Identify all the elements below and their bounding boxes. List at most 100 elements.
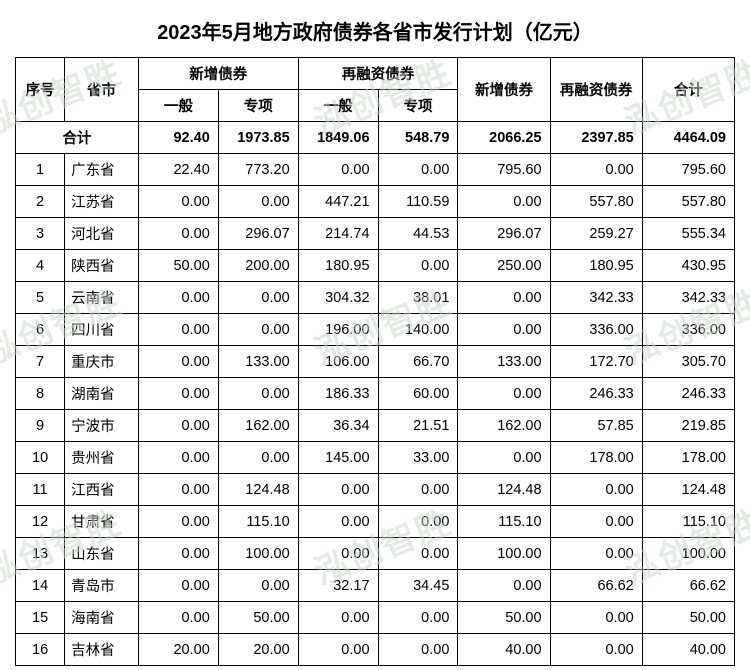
cell-prov: 山东省 <box>65 538 139 570</box>
cell-new-special: 124.48 <box>218 474 298 506</box>
cell-idx: 10 <box>16 442 65 474</box>
cell-new-special: 0.00 <box>218 378 298 410</box>
cell-refi-total: 246.33 <box>550 378 642 410</box>
cell-prov: 江苏省 <box>65 186 139 218</box>
cell-refi-general: 0.00 <box>298 602 378 634</box>
col-new-total: 新增债券 <box>458 58 550 122</box>
cell-new-total: 0.00 <box>458 442 550 474</box>
cell-idx: 3 <box>16 218 65 250</box>
table-row: 3河北省0.00296.07214.7444.53296.07259.27555… <box>16 218 735 250</box>
cell-new-general: 0.00 <box>138 538 218 570</box>
cell-new-total: 115.10 <box>458 506 550 538</box>
cell-prov: 广东省 <box>65 154 139 186</box>
table-row: 14青岛市0.000.0032.1734.450.0066.6266.62 <box>16 570 735 602</box>
cell-prov: 青岛市 <box>65 570 139 602</box>
cell-refi-special: 0.00 <box>378 250 458 282</box>
cell-refi-total: 0.00 <box>550 602 642 634</box>
cell-new-total: 0.00 <box>458 314 550 346</box>
cell-refi-general: 0.00 <box>298 506 378 538</box>
cell-new-total: 124.48 <box>458 474 550 506</box>
cell-refi-special: 38.01 <box>378 282 458 314</box>
cell-new-total: 40.00 <box>458 634 550 666</box>
cell-prov: 海南省 <box>65 602 139 634</box>
cell-refi-total: 57.85 <box>550 410 642 442</box>
cell-grand: 430.95 <box>642 250 734 282</box>
col-new-general: 一般 <box>138 90 218 122</box>
cell-idx: 8 <box>16 378 65 410</box>
table-row: 9宁波市0.00162.0036.3421.51162.0057.85219.8… <box>16 410 735 442</box>
cell-new-special: 20.00 <box>218 634 298 666</box>
cell-prov: 湖南省 <box>65 378 139 410</box>
cell-prov: 贵州省 <box>65 442 139 474</box>
cell-new-general: 0.00 <box>138 506 218 538</box>
cell-new-total: 100.00 <box>458 538 550 570</box>
cell-refi-total: 259.27 <box>550 218 642 250</box>
cell-refi-special: 66.70 <box>378 346 458 378</box>
col-prov: 省市 <box>65 58 139 122</box>
cell-new-special: 0.00 <box>218 282 298 314</box>
cell-new-general: 0.00 <box>138 346 218 378</box>
table-row: 16吉林省20.0020.000.000.0040.000.0040.00 <box>16 634 735 666</box>
cell-grand: 50.00 <box>642 602 734 634</box>
cell-refi-total: 0.00 <box>550 634 642 666</box>
cell-new-general: 0.00 <box>138 602 218 634</box>
cell-new-special: 773.20 <box>218 154 298 186</box>
cell-new-total: 0.00 <box>458 570 550 602</box>
cell-new-special: 0.00 <box>218 442 298 474</box>
cell-refi-total: 180.95 <box>550 250 642 282</box>
cell-refi-special: 33.00 <box>378 442 458 474</box>
cell-new-special: 296.07 <box>218 218 298 250</box>
table-row: 6四川省0.000.00196.00140.000.00336.00336.00 <box>16 314 735 346</box>
cell-new-general: 0.00 <box>138 570 218 602</box>
cell-refi-general: 196.00 <box>298 314 378 346</box>
summary-new-special: 1973.85 <box>218 122 298 154</box>
cell-grand: 219.85 <box>642 410 734 442</box>
cell-grand: 124.48 <box>642 474 734 506</box>
cell-idx: 11 <box>16 474 65 506</box>
table-row: 4陕西省50.00200.00180.950.00250.00180.95430… <box>16 250 735 282</box>
cell-refi-total: 342.33 <box>550 282 642 314</box>
cell-grand: 555.34 <box>642 218 734 250</box>
cell-refi-special: 140.00 <box>378 314 458 346</box>
cell-new-special: 0.00 <box>218 570 298 602</box>
cell-prov: 宁波市 <box>65 410 139 442</box>
cell-refi-special: 0.00 <box>378 602 458 634</box>
cell-prov: 吉林省 <box>65 634 139 666</box>
cell-refi-special: 0.00 <box>378 506 458 538</box>
cell-new-general: 22.40 <box>138 154 218 186</box>
cell-new-special: 200.00 <box>218 250 298 282</box>
cell-refi-total: 0.00 <box>550 474 642 506</box>
cell-new-special: 162.00 <box>218 410 298 442</box>
cell-grand: 342.33 <box>642 282 734 314</box>
cell-prov: 四川省 <box>65 314 139 346</box>
cell-idx: 1 <box>16 154 65 186</box>
cell-grand: 305.70 <box>642 346 734 378</box>
cell-grand: 336.00 <box>642 314 734 346</box>
cell-new-general: 20.00 <box>138 634 218 666</box>
cell-refi-general: 0.00 <box>298 538 378 570</box>
page-title: 2023年5月地方政府债券各省市发行计划（亿元） <box>15 16 735 45</box>
cell-new-special: 115.10 <box>218 506 298 538</box>
summary-new-total: 2066.25 <box>458 122 550 154</box>
cell-refi-special: 44.53 <box>378 218 458 250</box>
col-refi-total: 再融资债券 <box>550 58 642 122</box>
col-grand: 合计 <box>642 58 734 122</box>
cell-prov: 重庆市 <box>65 346 139 378</box>
cell-refi-general: 145.00 <box>298 442 378 474</box>
cell-prov: 江西省 <box>65 474 139 506</box>
cell-new-general: 0.00 <box>138 282 218 314</box>
cell-prov: 云南省 <box>65 282 139 314</box>
cell-new-special: 133.00 <box>218 346 298 378</box>
cell-refi-special: 0.00 <box>378 474 458 506</box>
col-refi-special: 专项 <box>378 90 458 122</box>
cell-new-general: 0.00 <box>138 442 218 474</box>
cell-prov: 陕西省 <box>65 250 139 282</box>
cell-refi-general: 304.32 <box>298 282 378 314</box>
cell-new-total: 795.60 <box>458 154 550 186</box>
cell-refi-general: 106.00 <box>298 346 378 378</box>
cell-idx: 7 <box>16 346 65 378</box>
cell-new-total: 50.00 <box>458 602 550 634</box>
col-new-group: 新增债券 <box>138 58 298 90</box>
summary-grand: 4464.09 <box>642 122 734 154</box>
cell-grand: 40.00 <box>642 634 734 666</box>
